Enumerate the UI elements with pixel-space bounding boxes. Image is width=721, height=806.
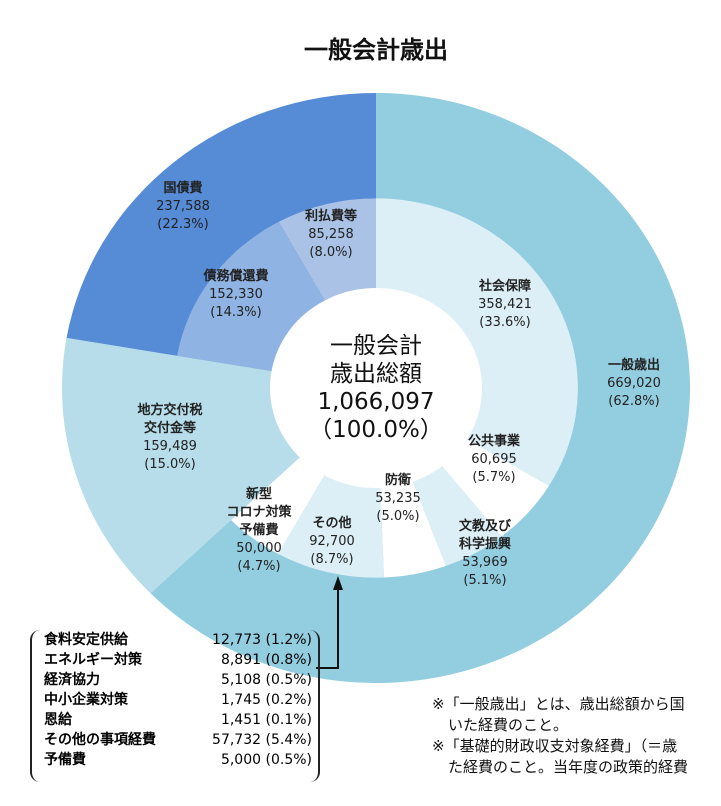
label-debt-service: 国債費 237,588 (22.3%) xyxy=(156,181,210,232)
chart-title: 一般会計歳出 xyxy=(304,36,448,64)
breakdown-name: 中小企業対策 xyxy=(44,692,128,708)
breakdown-name: 食料安定供給 xyxy=(44,632,128,648)
breakdown-row: 食料安定供給 12,773 (1.2%) xyxy=(32,630,318,650)
connector-line xyxy=(316,585,339,669)
breakdown-value: 12,773 (1.2%) xyxy=(212,632,312,648)
other-breakdown-list: 食料安定供給 12,773 (1.2%) エネルギー対策 8,891 (0.8%) 経済… xyxy=(30,630,320,782)
breakdown-value: 5,108 (0.5%) xyxy=(220,672,312,688)
breakdown-name: その他の事項経費 xyxy=(44,732,156,748)
center-line1: 一般会計 xyxy=(329,333,422,359)
breakdown-value: 1,451 (0.1%) xyxy=(220,712,312,728)
breakdown-value: 5,000 (0.5%) xyxy=(220,752,312,768)
breakdown-row: 経済協力 5,108 (0.5%) xyxy=(32,670,318,690)
label-other: その他 92,700 (8.7%) xyxy=(309,516,355,567)
label-covid-reserve: 新型 コロナ対策 予備費 50,000 (4.7%) xyxy=(226,487,292,574)
center-line2: 歳出総額 xyxy=(329,361,422,387)
label-interest: 利払費等 85,258 (8.0%) xyxy=(304,209,358,260)
breakdown-value: 57,732 (5.4%) xyxy=(212,732,312,748)
label-education-science: 文教及び 科学振興 53,969 (5.1%) xyxy=(458,519,512,588)
note-2: ※「基礎的財政収支対象経費」（＝歳 xyxy=(432,737,678,755)
label-general-expenditure: 一般歳出 669,020 (62.8%) xyxy=(607,358,661,409)
label-social-security: 社会保障 358,421 (33.6%) xyxy=(478,279,532,330)
center-hole xyxy=(270,288,482,488)
footnotes: ※「一般歳出」とは、歳出総額から国 いた経費のこと。 ※「基礎的財政収支対象経費… xyxy=(432,694,688,778)
note-1-cont: いた経費のこと。 xyxy=(448,716,569,734)
breakdown-value: 8,891 (0.8%) xyxy=(220,652,312,668)
center-total: 1,066,097 xyxy=(317,389,435,415)
breakdown-row: 予備費 5,000 (0.5%) xyxy=(32,750,318,770)
breakdown-name: 予備費 xyxy=(44,752,86,768)
breakdown-name: エネルギー対策 xyxy=(44,652,142,668)
breakdown-name: 恩給 xyxy=(44,712,72,728)
arrow-head xyxy=(333,576,343,590)
breakdown-row: 中小企業対策 1,745 (0.2%) xyxy=(32,690,318,710)
breakdown-name: 経済協力 xyxy=(44,672,100,688)
label-public-works: 公共事業 60,695 (5.7%) xyxy=(467,434,521,485)
breakdown-value: 1,745 (0.2%) xyxy=(220,692,312,708)
note-1: ※「一般歳出」とは、歳出総額から国 xyxy=(432,695,685,713)
breakdown-row: エネルギー対策 8,891 (0.8%) xyxy=(32,650,318,670)
center-label: 一般会計 歳出総額 1,066,097 （100.0%） xyxy=(309,332,443,444)
center-pct: （100.0%） xyxy=(309,417,443,443)
note-2-cont: た経費のこと。当年度の政策的経費 xyxy=(448,758,689,776)
label-defense: 防衛 53,235 (5.0%) xyxy=(375,473,421,524)
breakdown-row: その他の事項経費 57,732 (5.4%) xyxy=(32,730,318,750)
breakdown-row: 恩給 1,451 (0.1%) xyxy=(32,710,318,730)
label-debt-redemption: 債務償還費 152,330 (14.3%) xyxy=(203,269,269,320)
label-local-allocation: 地方交付税 交付金等 159,489 (15.0%) xyxy=(137,403,203,472)
